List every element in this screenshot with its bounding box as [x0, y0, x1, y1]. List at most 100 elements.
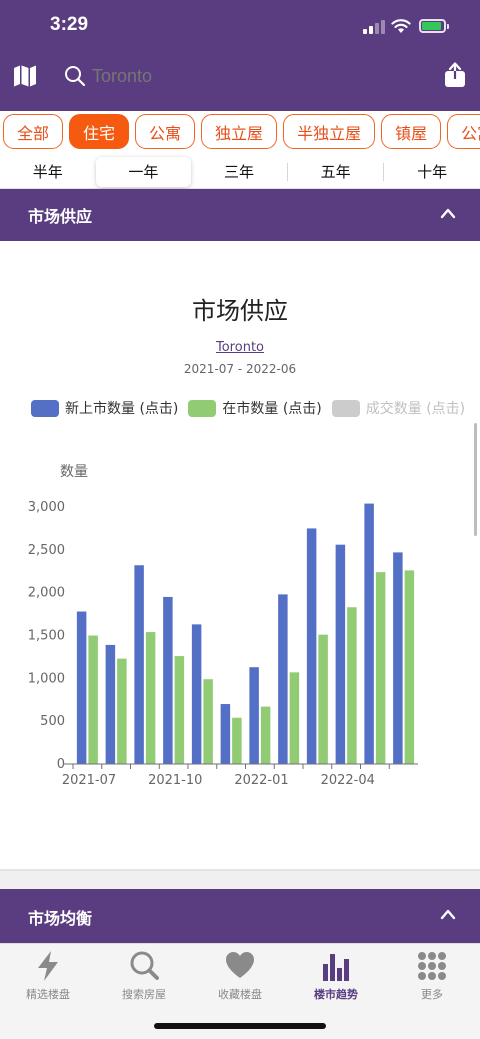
supply-chart-card: 市场供应 Toronto 2021-07 - 2022-06 新上市数量 (点击…	[0, 241, 480, 871]
legend-new-listings[interactable]: 新上市数量 (点击)	[31, 398, 178, 418]
section-header-balance[interactable]: 市场均衡	[0, 889, 480, 943]
y-tick-label: 2,500	[28, 543, 65, 558]
legend-swatch	[188, 399, 217, 417]
legend-swatch	[31, 399, 59, 417]
legend-label: 新上市数量 (点击)	[65, 401, 179, 417]
bar-active-listings[interactable]	[88, 635, 98, 765]
bar-new-listings[interactable]	[191, 624, 202, 764]
y-tick-label: 2,000	[28, 586, 65, 601]
search-input[interactable]	[92, 65, 342, 87]
bar-new-listings[interactable]	[306, 528, 317, 764]
legend-label: 在市数量 (点击)	[222, 401, 322, 417]
search-icon	[65, 66, 86, 87]
chart-date-range: 2021-07 - 2022-06	[183, 362, 297, 376]
legend-sold[interactable]: 成交数量 (点击)	[331, 398, 466, 418]
bar-active-listings[interactable]	[260, 706, 271, 764]
home-indicator	[154, 1023, 326, 1029]
chevron-up-icon	[440, 208, 456, 219]
bar-active-listings[interactable]	[117, 658, 127, 764]
bar-new-listings[interactable]	[335, 544, 346, 764]
wifi-icon	[391, 19, 411, 33]
legend-swatch	[331, 399, 360, 417]
search-header	[0, 56, 480, 96]
y-axis-title: 数量	[60, 464, 88, 480]
chart-city-link[interactable]: Toronto	[216, 340, 264, 355]
heart-icon	[226, 952, 254, 978]
type-pill-condo-extra[interactable]: 公寓	[447, 114, 480, 149]
period-tab-one-year[interactable]: 一年	[95, 156, 192, 187]
supply-bar-chart: 数量 0 500 1,000 1,500 2,000 2,500 3,000 2021-07 2…	[28, 464, 418, 788]
bar-active-listings[interactable]	[318, 634, 328, 764]
tab-market-trends[interactable]: 楼市趋势	[288, 950, 384, 1010]
type-pill-condo[interactable]: 公寓	[135, 114, 196, 149]
bar-active-listings[interactable]	[404, 570, 415, 764]
bar-new-listings[interactable]	[249, 667, 259, 764]
type-pill-semi-detached[interactable]: 半独立屋	[283, 114, 376, 149]
tab-favorites[interactable]: 收藏楼盘	[192, 950, 288, 1010]
chart-legend: 新上市数量 (点击) 在市数量 (点击) 成交数量 (点击)	[31, 398, 465, 418]
share-icon[interactable]	[444, 62, 466, 88]
bar-new-listings[interactable]	[220, 704, 231, 764]
type-pill-all[interactable]: 全部	[3, 114, 64, 149]
bar-active-listings[interactable]	[289, 672, 300, 764]
section-spacer	[0, 871, 480, 889]
period-divider	[286, 162, 288, 181]
bar-new-listings[interactable]	[393, 552, 403, 764]
x-tick-label: 2022-01	[234, 773, 288, 788]
scroll-indicator[interactable]	[474, 423, 477, 536]
x-tick-label: 2022-04	[321, 773, 375, 788]
tab-label: 楼市趋势	[314, 988, 358, 1001]
tab-featured[interactable]: 精选楼盘	[0, 950, 96, 1010]
legend-label: 成交数量 (点击)	[365, 401, 466, 417]
bar-new-listings[interactable]	[278, 594, 288, 764]
app-header: 3:29	[0, 0, 480, 111]
period-tab-half-year[interactable]: 半年	[32, 162, 63, 181]
y-tick-label: 1,500	[28, 629, 65, 644]
bolt-icon	[38, 951, 58, 981]
bar-new-listings[interactable]	[163, 596, 173, 764]
property-type-filter: 全部 住宅 公寓 独立屋 半独立屋 镇屋 公寓	[0, 111, 480, 155]
bar-active-listings[interactable]	[145, 632, 156, 764]
period-divider	[383, 162, 385, 181]
search-icon	[130, 951, 159, 980]
type-pill-residential[interactable]: 住宅	[69, 114, 130, 149]
bar-active-listings[interactable]	[347, 607, 357, 764]
type-pill-detached[interactable]: 独立屋	[201, 114, 278, 149]
bar-active-listings[interactable]	[232, 717, 242, 764]
cellular-signal-icon	[363, 20, 385, 34]
bar-active-listings[interactable]	[174, 656, 185, 764]
section-title: 市场供应	[28, 207, 93, 226]
period-selector: 半年 一年 三年 五年 十年	[0, 155, 480, 189]
map-icon[interactable]	[13, 63, 37, 87]
y-tick-label: 500	[40, 714, 65, 729]
x-tick-label: 2021-10	[148, 773, 202, 788]
bar-chart-icon	[323, 954, 349, 981]
type-pill-townhouse[interactable]: 镇屋	[381, 114, 442, 149]
legend-active-listings[interactable]: 在市数量 (点击)	[188, 398, 322, 418]
x-tick-label: 2021-07	[62, 773, 116, 788]
chevron-up-icon	[440, 909, 456, 920]
y-tick-label: 0	[57, 757, 65, 772]
bar-new-listings[interactable]	[76, 611, 87, 764]
chart-title: 市场供应	[192, 297, 288, 325]
tab-label: 精选楼盘	[26, 988, 70, 1001]
tab-label: 搜索房屋	[122, 988, 166, 1001]
period-tab-five-years[interactable]: 五年	[320, 162, 351, 181]
bar-active-listings[interactable]	[375, 572, 386, 764]
bar-new-listings[interactable]	[364, 503, 374, 764]
y-tick-label: 3,000	[28, 500, 65, 515]
bar-new-listings[interactable]	[134, 565, 144, 764]
period-tab-ten-years[interactable]: 十年	[417, 162, 448, 181]
status-time: 3:29	[50, 14, 89, 35]
section-title: 市场均衡	[28, 909, 93, 928]
tab-search[interactable]: 搜索房屋	[96, 950, 192, 1010]
tab-more[interactable]: 更多	[384, 950, 480, 1010]
section-header-supply[interactable]: 市场供应	[0, 189, 480, 241]
status-bar: 3:29	[0, 0, 480, 56]
grid-dots-icon	[418, 952, 446, 980]
period-tab-three-years[interactable]: 三年	[223, 162, 254, 181]
bar-active-listings[interactable]	[203, 679, 213, 764]
tab-label: 更多	[421, 988, 443, 1001]
search-bar[interactable]	[64, 62, 364, 90]
bar-new-listings[interactable]	[105, 644, 116, 764]
